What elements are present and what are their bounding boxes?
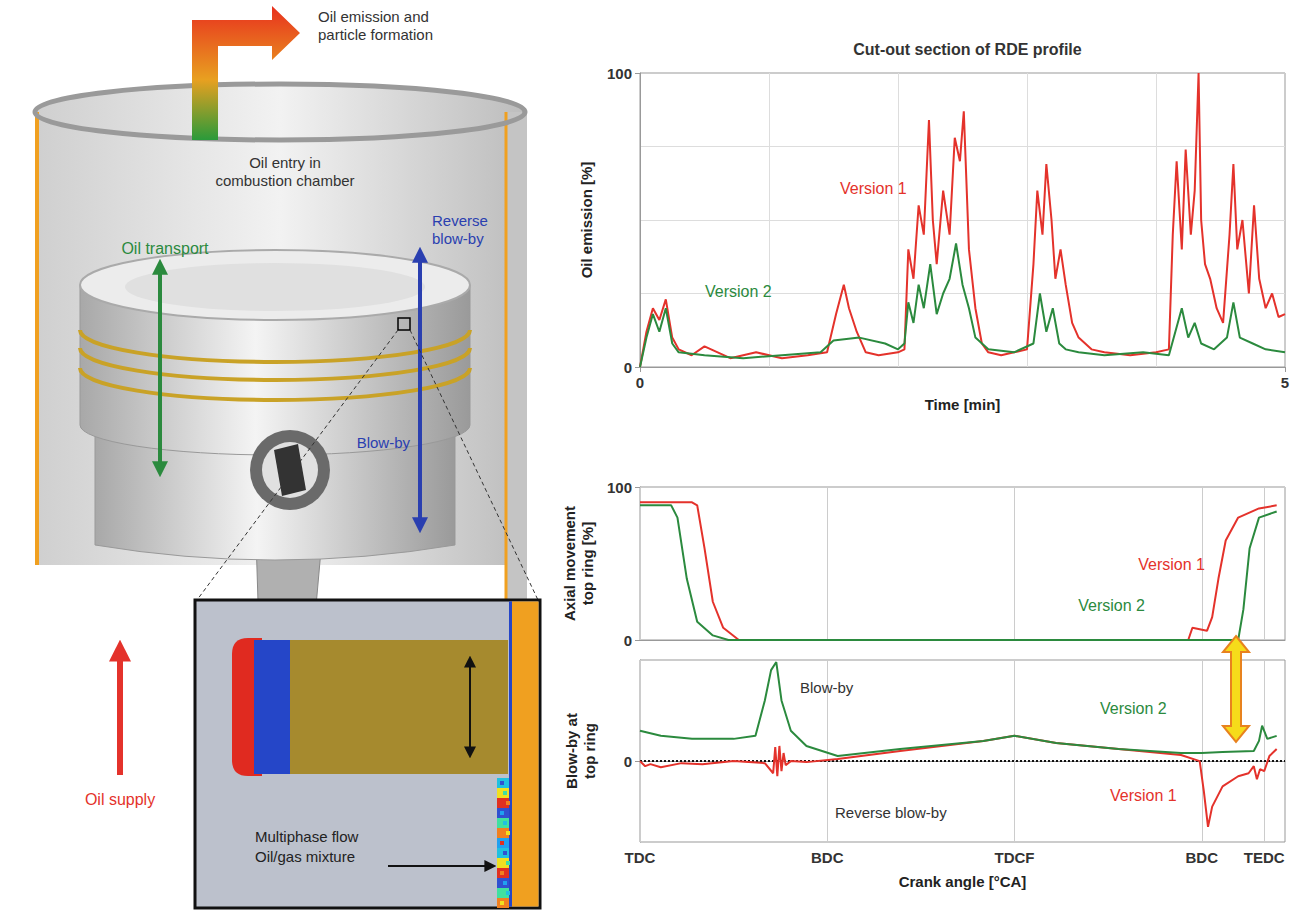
svg-text:Multiphase flowOil/gas mixture: Multiphase flowOil/gas mixture — [255, 828, 359, 865]
svg-text:top ring: top ring — [581, 723, 598, 779]
svg-text:TEDC: TEDC — [1244, 849, 1285, 866]
svg-text:Crank angle [°CA]: Crank angle [°CA] — [899, 873, 1027, 890]
svg-text:top ring [%]: top ring [%] — [579, 522, 596, 605]
svg-text:0: 0 — [624, 753, 632, 770]
svg-text:TDCF: TDCF — [995, 849, 1035, 866]
svg-text:Oil transport: Oil transport — [121, 240, 209, 257]
svg-text:Version 1: Version 1 — [840, 180, 907, 197]
svg-text:Version 2: Version 2 — [1078, 597, 1145, 614]
svg-text:Version 1: Version 1 — [1138, 556, 1205, 573]
svg-text:Oil supply: Oil supply — [85, 791, 155, 808]
svg-text:Blow-by at: Blow-by at — [563, 713, 580, 789]
svg-text:Time [min]: Time [min] — [925, 396, 1001, 413]
svg-text:100: 100 — [607, 65, 632, 82]
svg-text:Axial movement: Axial movement — [561, 506, 578, 621]
svg-text:0: 0 — [636, 374, 644, 391]
svg-text:Reverseblow-by: Reverseblow-by — [432, 212, 488, 247]
svg-text:0: 0 — [624, 632, 632, 649]
svg-text:Oil emission [%]: Oil emission [%] — [578, 162, 595, 279]
svg-text:BDC: BDC — [811, 849, 844, 866]
svg-text:0: 0 — [624, 359, 632, 376]
svg-text:BDC: BDC — [1186, 849, 1219, 866]
svg-text:TDC: TDC — [625, 849, 656, 866]
svg-text:Reverse blow-by: Reverse blow-by — [835, 804, 947, 821]
svg-text:Oil emission andparticle forma: Oil emission andparticle formation — [318, 8, 433, 43]
svg-text:Blow-by: Blow-by — [800, 679, 854, 696]
svg-text:100: 100 — [607, 479, 632, 496]
svg-text:5: 5 — [1281, 374, 1289, 391]
svg-text:Version 1: Version 1 — [1110, 787, 1177, 804]
svg-text:Blow-by: Blow-by — [357, 434, 411, 451]
svg-text:Oil entry incombustion chamber: Oil entry incombustion chamber — [215, 154, 354, 189]
svg-text:Version 2: Version 2 — [705, 283, 772, 300]
svg-text:Version 2: Version 2 — [1100, 700, 1167, 717]
svg-text:Cut-out section of RDE profile: Cut-out section of RDE profile — [853, 41, 1082, 58]
